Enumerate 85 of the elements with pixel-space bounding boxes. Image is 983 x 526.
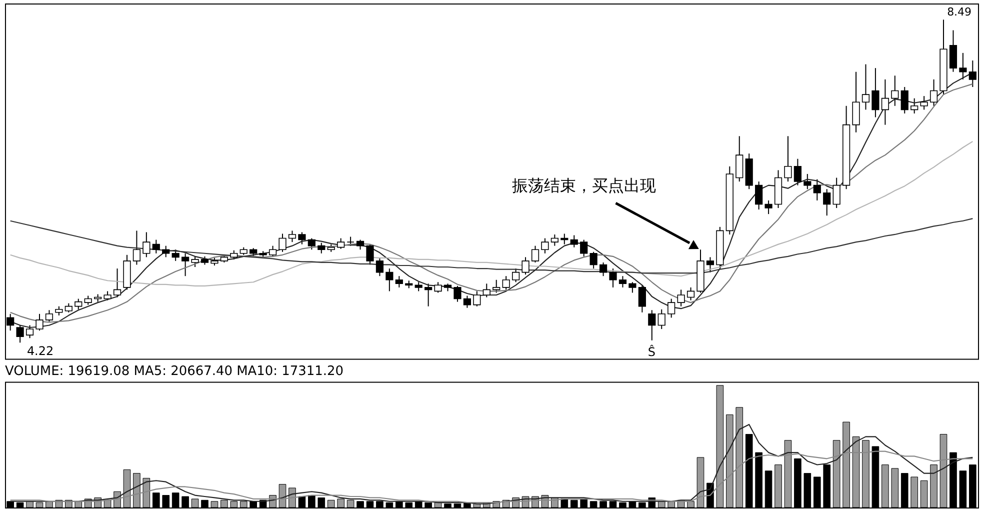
candlestick	[424, 283, 432, 307]
candlestick	[386, 268, 394, 292]
annotation: 振荡结束，买点出现	[512, 176, 656, 196]
chart-title: VOLUME: 19619.08 MA5: 20667.40 MA10: 17311.20	[4, 364, 344, 379]
candlestick	[794, 158, 802, 186]
candlestick	[64, 302, 72, 313]
candlestick	[862, 64, 870, 110]
candlestick	[648, 310, 656, 341]
candlestick	[366, 244, 374, 266]
candlestick	[502, 276, 510, 290]
candlestick	[308, 238, 316, 250]
candlestick	[804, 173, 812, 190]
candlestick	[580, 239, 588, 257]
candlestick	[288, 230, 296, 243]
candlestick	[522, 256, 530, 276]
candlestick	[376, 257, 384, 277]
candlestick	[823, 188, 831, 216]
candlestick	[162, 245, 170, 258]
candlestick	[930, 78, 938, 106]
candlestick	[949, 30, 958, 72]
candlestick	[414, 282, 422, 292]
candlestick	[550, 234, 558, 246]
candlestick	[784, 136, 792, 182]
text: Ŝ	[648, 344, 656, 359]
candlestick	[298, 232, 306, 245]
candlestick	[638, 284, 646, 313]
candlestick	[84, 295, 92, 306]
text: 8.49	[947, 5, 972, 18]
candlestick	[920, 96, 928, 110]
candlestick	[36, 313, 44, 332]
candlestick	[434, 282, 442, 294]
candlestick	[74, 298, 82, 310]
candlestick	[677, 289, 685, 307]
candlestick	[113, 268, 122, 298]
candlestick	[832, 177, 840, 209]
candlestick	[609, 268, 617, 288]
candlestick	[278, 233, 286, 252]
candlestick	[104, 290, 112, 301]
candlestick	[852, 71, 860, 133]
candlestick	[755, 181, 763, 210]
candlestick	[337, 238, 345, 250]
candlestick	[454, 285, 462, 302]
candlestick	[152, 239, 160, 254]
candlestick	[142, 232, 150, 258]
candlestick	[570, 234, 578, 248]
candlestick	[182, 252, 190, 277]
candlestick	[55, 306, 63, 316]
candlestick	[45, 310, 54, 322]
candlestick	[132, 230, 141, 266]
candlestick	[346, 236, 354, 246]
candlestick	[968, 60, 976, 88]
candlestick	[191, 256, 199, 268]
candlestick	[482, 283, 490, 298]
candlestick	[318, 242, 326, 254]
candlestick	[590, 251, 598, 270]
candlestick	[492, 279, 500, 294]
candlestick	[910, 98, 918, 114]
candlestick	[813, 178, 821, 201]
candlestick	[172, 249, 180, 262]
candlestick	[356, 239, 364, 250]
candlestick	[26, 324, 34, 339]
text: 4.22	[26, 344, 54, 358]
candlestick	[686, 286, 695, 301]
candlestick	[706, 256, 714, 273]
candlestick	[618, 276, 627, 288]
candlestick	[872, 68, 880, 118]
candlestick	[628, 282, 636, 294]
candlestick	[268, 245, 277, 257]
candlestick	[512, 268, 520, 283]
candlestick	[658, 308, 666, 330]
candlestick	[473, 290, 481, 307]
candlestick	[764, 200, 772, 215]
candlestick	[541, 238, 549, 254]
candlestick	[230, 250, 238, 260]
candlestick	[959, 52, 967, 80]
candlestick	[891, 75, 899, 106]
candlestick	[599, 262, 608, 277]
candlestick	[900, 86, 908, 114]
candlestick	[736, 136, 744, 182]
candlestick	[881, 78, 889, 126]
candlestick	[668, 298, 676, 318]
candlestick	[16, 324, 24, 344]
candlestick	[531, 245, 540, 263]
candlestick	[395, 276, 403, 288]
candlestick	[463, 295, 471, 308]
